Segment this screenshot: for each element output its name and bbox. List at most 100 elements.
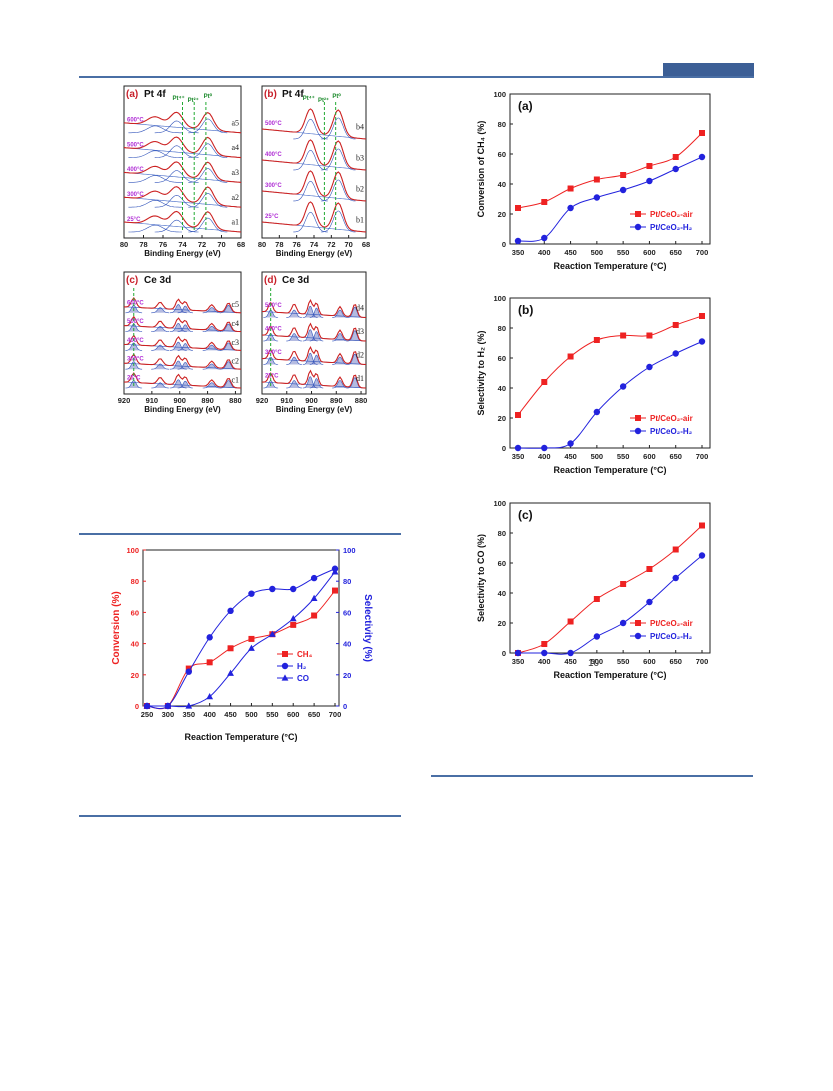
data-point <box>164 702 172 709</box>
data-point <box>698 153 706 161</box>
y-tick-label: 0 <box>135 702 139 711</box>
xps-component <box>188 118 228 134</box>
data-point <box>619 186 627 194</box>
legend-marker <box>635 415 641 421</box>
data-point <box>699 130 705 136</box>
data-point <box>248 644 255 651</box>
y-tick-label: 0 <box>502 649 506 658</box>
xps-component <box>202 325 221 332</box>
panel-label: (b) <box>518 303 533 317</box>
xps-fit <box>261 108 367 140</box>
data-point <box>646 363 653 371</box>
xps-component <box>347 330 363 342</box>
caption-rule-bottom <box>79 815 401 817</box>
xps-component <box>286 380 303 389</box>
x-tick-label: 600 <box>643 248 656 257</box>
xps-component <box>286 309 303 318</box>
y-tick-label: 100 <box>493 294 506 303</box>
data-point <box>672 154 679 160</box>
x-tick-label: 74 <box>310 240 319 249</box>
x-tick-label: 550 <box>617 657 630 666</box>
xps-component <box>320 148 356 171</box>
x-tick-label: 72 <box>198 240 206 249</box>
xps-component <box>220 361 237 370</box>
series-line <box>147 571 336 708</box>
xps-fit <box>123 372 242 389</box>
legend-label: CO <box>297 674 309 683</box>
x-tick-label: 70 <box>344 240 352 249</box>
x-tick-label: 300 <box>162 710 175 719</box>
trace-label: a3 <box>231 168 239 177</box>
data-point <box>290 585 297 593</box>
data-point <box>672 546 679 553</box>
y2-tick-label: 40 <box>343 640 351 649</box>
data-point <box>206 693 214 700</box>
header-rule <box>79 76 754 78</box>
trace-temperature: 300°C <box>127 357 144 363</box>
xps-component <box>151 344 170 351</box>
xps-component <box>332 380 348 389</box>
x-tick-label: 400 <box>203 710 216 719</box>
data-point <box>567 204 574 212</box>
x-tick-label: 80 <box>258 240 266 249</box>
xps-component <box>154 194 199 208</box>
xps-component <box>128 199 182 208</box>
xps-component <box>302 376 318 389</box>
data-point <box>567 649 574 657</box>
y-tick-label: 0 <box>502 240 506 249</box>
x-tick-label: 80 <box>120 240 128 249</box>
trace-temperature: 300°C <box>127 192 144 198</box>
x-tick-label: 900 <box>173 396 186 405</box>
plot-frame <box>509 297 711 449</box>
x-tick-label: 550 <box>617 248 630 257</box>
x-tick-label: 500 <box>245 710 258 719</box>
panel-label: (a) <box>518 99 533 113</box>
trace-label: c5 <box>231 300 239 309</box>
data-point <box>227 607 234 615</box>
legend-marker <box>634 632 642 640</box>
legend-marker <box>282 651 288 657</box>
x-axis-label: Binding Energy (eV) <box>276 249 353 258</box>
y2-tick-label: 0 <box>343 702 347 711</box>
x-tick-label: 350 <box>183 710 196 719</box>
y-tick-label: 20 <box>498 414 506 423</box>
xps-trace: 500°C d4 <box>261 298 367 319</box>
x-tick-label: 920 <box>256 396 269 405</box>
x-tick-label: 74 <box>178 240 187 249</box>
xps-component <box>170 304 187 314</box>
data-point <box>593 337 600 343</box>
xps-fit <box>261 369 367 389</box>
x-axis-label: Reaction Temperature (°C) <box>554 261 667 271</box>
peak-label: Pt⁴⁺ <box>303 95 315 102</box>
x-axis-label: Binding Energy (eV) <box>144 249 221 258</box>
xps-component <box>309 354 324 365</box>
y-axis-label: Conversion of CH₄ (%) <box>476 121 486 218</box>
panel-label: (a) <box>126 89 138 100</box>
data-point <box>289 615 297 622</box>
data-point <box>672 165 679 173</box>
legend-label: Pt/CeO₂-air <box>650 210 693 219</box>
x-tick-label: 250 <box>141 710 154 719</box>
xps-component <box>151 382 170 389</box>
xps-component <box>177 380 193 389</box>
series-line <box>146 590 336 710</box>
data-point <box>593 633 601 640</box>
trace-temperature: 25°C <box>265 373 279 379</box>
xps-component <box>347 306 363 318</box>
y2-tick-label: 80 <box>343 577 351 586</box>
trace-temperature: 25°C <box>127 217 141 223</box>
xps-component <box>220 304 237 314</box>
trace-label: c2 <box>231 357 239 366</box>
x-tick-label: 890 <box>330 396 343 405</box>
xps-component <box>177 343 193 351</box>
x-tick-label: 910 <box>281 396 294 405</box>
xps-title: Pt 4f <box>282 89 304 100</box>
x-tick-label: 880 <box>355 396 368 405</box>
x-tick-label: 890 <box>201 396 214 405</box>
xps-component <box>309 331 324 342</box>
xps-component <box>309 378 324 389</box>
y-tick-label: 100 <box>493 90 506 99</box>
legend-marker <box>634 223 642 231</box>
legend-label: Pt/CeO₂-H₂ <box>650 223 693 232</box>
trace-label: d1 <box>356 374 364 383</box>
